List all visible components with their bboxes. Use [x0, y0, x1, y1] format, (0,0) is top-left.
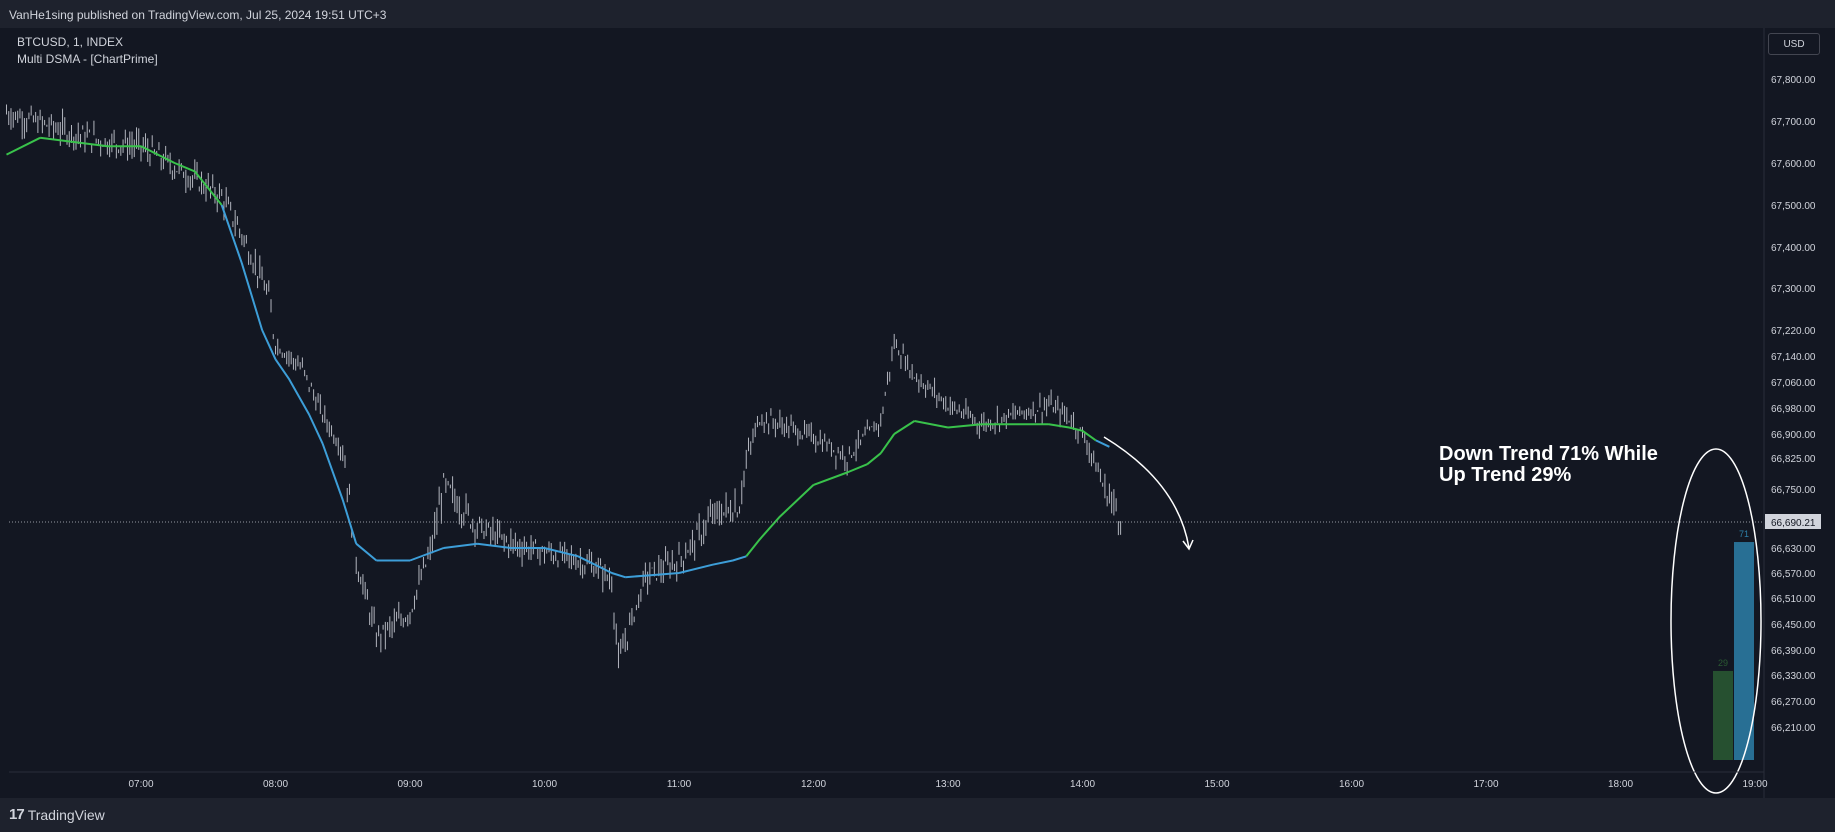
price-tick-label: 66,630.00 [1771, 544, 1816, 555]
currency-button[interactable]: USD [1768, 33, 1820, 55]
symbol-title[interactable]: BTCUSD, 1, INDEX [17, 35, 124, 49]
price-candles [6, 104, 1122, 669]
footer-bar [0, 798, 1835, 832]
last-price-label-bg [1765, 514, 1821, 529]
price-tick-label: 67,220.00 [1771, 326, 1816, 337]
downtrend-bar [1734, 542, 1754, 760]
uptrend-bar [1713, 670, 1733, 760]
time-tick-label: 13:00 [935, 779, 960, 790]
price-axis: 67,800.00 67,700.00 67,600.00 67,500.00 67,4… [1765, 75, 1821, 734]
tradingview-logo-text: TradingView [27, 806, 105, 823]
time-tick-label: 08:00 [263, 779, 288, 790]
price-tick-label: 66,330.00 [1771, 671, 1816, 682]
price-tick-label: 66,570.00 [1771, 569, 1816, 580]
time-tick-label: 18:00 [1608, 779, 1633, 790]
price-tick-label: 67,600.00 [1771, 159, 1816, 170]
chart-frame[interactable] [9, 28, 1764, 798]
highlight-ellipse [1670, 448, 1762, 794]
price-tick-label: 66,390.00 [1771, 646, 1816, 657]
last-price-label: 66,690.21 [1771, 518, 1816, 529]
trend-percentage-bars: 29 71 [1713, 529, 1754, 760]
time-tick-label: 14:00 [1070, 779, 1095, 790]
tradingview-logo[interactable]: 17 TradingView [9, 806, 105, 823]
price-tick-label: 67,060.00 [1771, 378, 1816, 389]
price-tick-label: 66,510.00 [1771, 594, 1816, 605]
forecast-arrowhead [1182, 539, 1194, 551]
trend-annotation: Down Trend 71% While Up Trend 29% [1439, 444, 1658, 486]
price-tick-label: 66,450.00 [1771, 620, 1816, 631]
time-tick-label: 12:00 [801, 779, 826, 790]
tradingview-logo-icon: 17 [9, 806, 25, 823]
publish-bar: VanHe1sing published on TradingView.com,… [0, 0, 1835, 28]
indicator-title[interactable]: Multi DSMA - [ChartPrime] [17, 52, 158, 66]
price-tick-label: 66,210.00 [1771, 723, 1816, 734]
price-tick-label: 66,750.00 [1771, 485, 1816, 496]
time-tick-label: 17:00 [1473, 779, 1498, 790]
time-tick-label: 11:00 [667, 779, 692, 790]
price-tick-label: 67,140.00 [1771, 352, 1816, 363]
trend-annotation-line2: Up Trend 29% [1439, 464, 1572, 486]
symbol-legend[interactable]: BTCUSD, 1, INDEX Multi DSMA - [ChartPrim… [17, 34, 158, 68]
downtrend-bar-label: 71 [1739, 529, 1749, 539]
dsma-downtrend-line [220, 204, 1110, 579]
price-tick-label: 67,300.00 [1771, 284, 1816, 295]
time-tick-label: 07:00 [128, 779, 153, 790]
forecast-arrow [1103, 436, 1190, 549]
trend-annotation-line1: Down Trend 71% While [1439, 443, 1658, 465]
price-tick-label: 67,500.00 [1771, 201, 1816, 212]
price-tick-label: 66,270.00 [1771, 697, 1816, 708]
time-tick-label: 10:00 [532, 779, 557, 790]
price-tick-label: 67,700.00 [1771, 117, 1816, 128]
published-text: VanHe1sing published on TradingView.com,… [9, 8, 387, 22]
time-tick-label: 09:00 [397, 779, 422, 790]
time-tick-label: 19:00 [1742, 779, 1767, 790]
price-tick-label: 67,800.00 [1771, 75, 1816, 86]
price-tick-label: 66,900.00 [1771, 430, 1816, 441]
uptrend-bar-label: 29 [1718, 658, 1728, 668]
time-tick-label: 15:00 [1204, 779, 1229, 790]
price-tick-label: 66,980.00 [1771, 404, 1816, 415]
price-tick-label: 67,400.00 [1771, 243, 1816, 254]
dsma-uptrend-line [6, 136, 1097, 557]
price-tick-label: 66,825.00 [1771, 454, 1816, 465]
time-tick-label: 16:00 [1339, 779, 1364, 790]
time-axis: 07:00 08:00 09:00 10:00 11:00 12:00 13:00 14:00… [128, 779, 1767, 790]
